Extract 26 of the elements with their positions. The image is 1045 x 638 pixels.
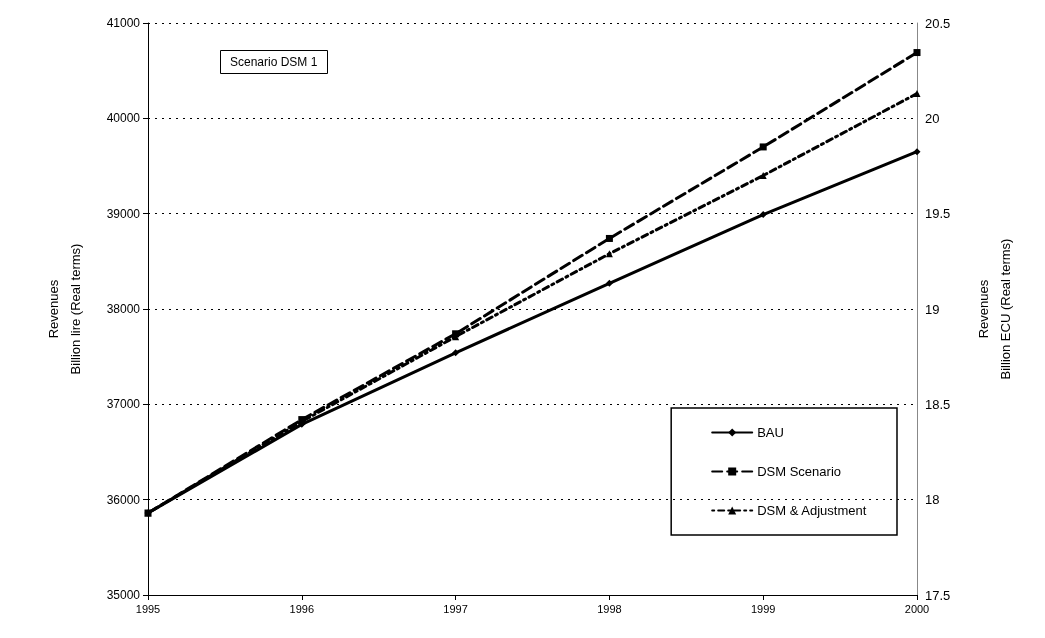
y-tick-label: 37000	[106, 397, 141, 412]
y2-tick-label: 20.5	[925, 15, 951, 31]
y-tick-label: 35000	[106, 588, 141, 602]
x-tick-label: 1999	[750, 602, 776, 615]
text: Scenario DSM 1	[230, 55, 318, 69]
x-tick-label: 1998	[597, 602, 622, 615]
x-tick-label: 2000	[904, 602, 930, 615]
y2-axis-title: Revenues Billion ECU (Real terms)	[975, 238, 1013, 380]
y2-tick-label: 20	[925, 110, 940, 126]
legend-label: DSM & Adjustment	[757, 503, 867, 518]
x-tick-label: 1995	[135, 602, 161, 615]
legend-label: BAU	[757, 425, 784, 440]
y-tick-label: 39000	[106, 206, 141, 221]
y-tick-label: 40000	[106, 111, 141, 126]
x-tick-label: 1996	[289, 602, 315, 615]
x-tick-label: 1997	[443, 602, 468, 615]
y2-tick-label: 19	[925, 301, 940, 317]
y-tick-label: 38000	[106, 302, 141, 316]
legend-label: DSM Scenario	[757, 464, 841, 479]
y2-tick-label: 18	[925, 492, 940, 508]
y2-tick-label: 17.5	[925, 587, 951, 603]
y-tick-label: 36000	[106, 492, 141, 507]
y-axis-title: Revenues Billion lire (Real terms)	[45, 243, 83, 375]
y-tick-label: 41000	[106, 16, 141, 30]
y2-tick-label: 18.5	[925, 396, 951, 412]
y2-tick-label: 19.5	[925, 206, 951, 222]
